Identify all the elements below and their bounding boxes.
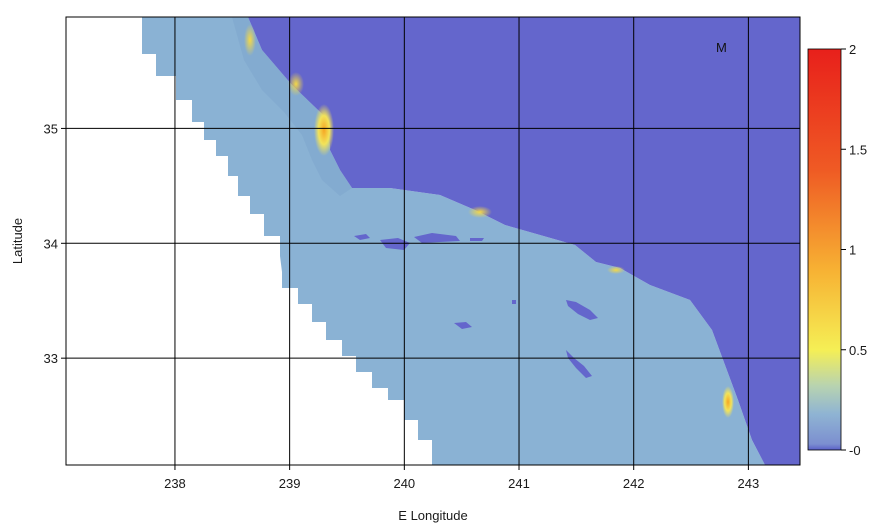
x-tick-label: 242 — [623, 476, 645, 491]
channel-islands — [354, 233, 598, 378]
hotspot-santa-monica — [607, 266, 625, 274]
coastal-hotspots — [244, 24, 734, 418]
island-san-nicolas — [454, 322, 472, 329]
hotspot-santa-barbara — [468, 206, 492, 218]
island-santa-catalina — [566, 300, 598, 320]
colorbar-tick-label: 1.5 — [849, 142, 867, 157]
y-axis-ticks: 33 34 35 — [44, 121, 66, 366]
colorbar-gradient — [807, 48, 842, 451]
colorbar-tick-label: 0.5 — [849, 343, 867, 358]
island-san-miguel — [354, 234, 370, 240]
island-san-clemente — [566, 350, 592, 378]
colorbar-ticks: 2 1.5 1 0.5 -0 — [841, 42, 867, 458]
y-tick-label: 35 — [44, 121, 58, 136]
land-region — [236, 17, 800, 465]
x-tick-label: 241 — [508, 476, 530, 491]
plot-frame — [65, 16, 801, 466]
y-tick-label: 34 — [44, 236, 58, 251]
colorbar-tick-label: 2 — [849, 42, 856, 57]
y-tick-label: 33 — [44, 351, 58, 366]
colorbar-tick-label: 1 — [849, 243, 856, 258]
hotspot-san-diego — [722, 386, 734, 418]
colorbar: 2 1.5 1 0.5 -0 — [807, 42, 867, 458]
hotspot-north-coast — [244, 24, 256, 56]
map-panel — [66, 17, 800, 465]
island-santa-barbara — [512, 300, 516, 304]
hotspot-point-conception — [314, 104, 334, 156]
x-tick-label: 243 — [738, 476, 760, 491]
colorbar-tick-label: -0 — [849, 443, 861, 458]
hotspot-big-sur — [288, 72, 304, 96]
island-anacapa — [470, 238, 484, 241]
y-axis-label: Latitude — [10, 218, 25, 264]
x-tick-label: 238 — [164, 476, 186, 491]
panel-label: M — [716, 40, 727, 55]
x-axis-ticks: 238 239 240 241 242 243 — [164, 465, 759, 491]
x-tick-label: 240 — [393, 476, 415, 491]
x-tick-label: 239 — [279, 476, 301, 491]
grid-lines — [66, 17, 800, 465]
island-santa-cruz — [414, 233, 460, 243]
x-axis-label: E Longitude — [398, 508, 467, 523]
island-santa-rosa — [380, 238, 410, 250]
